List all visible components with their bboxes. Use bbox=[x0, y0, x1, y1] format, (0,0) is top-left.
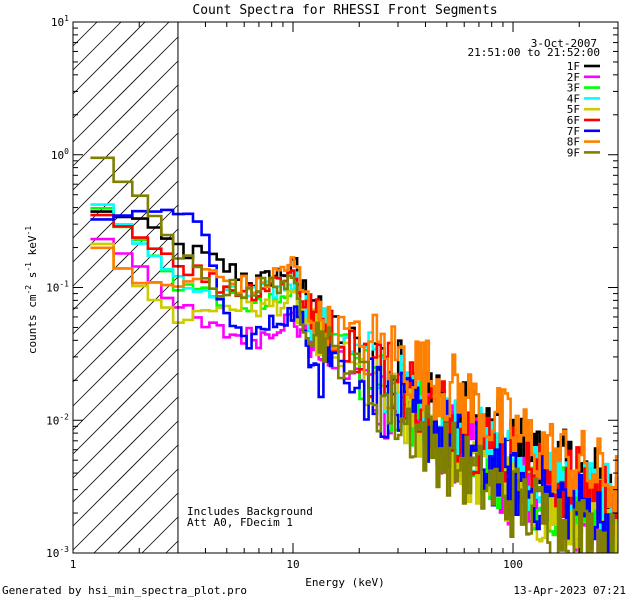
legend-label-3F: 3F bbox=[567, 82, 580, 95]
y-axis-label: counts cm-2 s-1 keV-1 bbox=[24, 226, 39, 354]
axis-ticks bbox=[72, 22, 619, 554]
hatch-line bbox=[72, 84, 179, 191]
hatch-line bbox=[72, 300, 179, 407]
hatch-line bbox=[72, 180, 179, 287]
legend-label-8F: 8F bbox=[567, 136, 580, 149]
legend-label-6F: 6F bbox=[567, 114, 580, 127]
hatch-line bbox=[117, 492, 179, 554]
y-tick-label: 101 bbox=[51, 14, 69, 29]
hatch-line bbox=[72, 36, 179, 143]
hatch-line bbox=[72, 420, 179, 527]
legend-label-1F: 1F bbox=[567, 60, 580, 73]
hatch-line bbox=[141, 516, 179, 554]
legend-label-2F: 2F bbox=[567, 71, 580, 84]
y-tick-label: 10-3 bbox=[46, 545, 69, 560]
series-layer bbox=[90, 156, 618, 553]
x-axis-label: Energy (keV) bbox=[305, 576, 384, 589]
y-tick-exp: -3 bbox=[59, 545, 69, 554]
hatch-line bbox=[72, 348, 179, 455]
legend-label-7F: 7F bbox=[567, 125, 580, 138]
y-tick-base: 10 bbox=[46, 282, 59, 295]
hatch-line bbox=[72, 21, 170, 119]
y-label-exp-1: -2 bbox=[24, 285, 33, 295]
y-label-exp-3: -1 bbox=[24, 226, 33, 236]
date-label: 3-Oct-2007 bbox=[531, 37, 597, 50]
hatch-line bbox=[72, 21, 146, 95]
y-tick-exp: 1 bbox=[64, 14, 69, 23]
y-tick-exp: -2 bbox=[59, 412, 69, 421]
y-label-part-2: s bbox=[26, 272, 39, 285]
series-7F bbox=[90, 208, 618, 553]
x-tick-label: 1 bbox=[70, 558, 77, 571]
y-tick-exp: 0 bbox=[64, 147, 69, 156]
series-5F bbox=[90, 242, 618, 553]
hatch-line bbox=[93, 468, 179, 554]
generated-by-label: Generated by hsi_min_spectra_plot.pro bbox=[2, 584, 247, 597]
background-annotation: Includes Background bbox=[187, 505, 313, 518]
hatch-line bbox=[72, 228, 179, 335]
series-8F bbox=[90, 246, 618, 513]
time-range-label: 21:51:00 to 21:52:00 bbox=[468, 46, 600, 59]
y-tick-base: 10 bbox=[46, 414, 59, 427]
hatch-line bbox=[165, 540, 179, 554]
legend-label-9F: 9F bbox=[567, 146, 580, 159]
hatch-line bbox=[72, 108, 179, 215]
y-tick-label: 10-1 bbox=[46, 280, 69, 295]
y-label-part-3: keV bbox=[26, 235, 39, 262]
hatch-line bbox=[72, 372, 179, 479]
x-tick-label: 10 bbox=[286, 558, 299, 571]
y-label-exp-2: -1 bbox=[24, 262, 33, 272]
series-9F bbox=[90, 156, 618, 553]
attenuator-annotation: Att A0, FDecim 1 bbox=[187, 516, 293, 529]
hatch-line bbox=[72, 21, 98, 47]
y-tick-label: 10-2 bbox=[46, 412, 69, 427]
series-2F bbox=[90, 237, 618, 553]
x-tick-label: 100 bbox=[503, 558, 523, 571]
created-date-label: 13-Apr-2023 07:21 bbox=[513, 584, 626, 597]
legend-label-4F: 4F bbox=[567, 92, 580, 105]
x-tick-labels: 1 10 100 bbox=[70, 558, 523, 571]
hatch-line bbox=[72, 21, 122, 71]
hatch-line bbox=[72, 60, 179, 167]
y-tick-base: 10 bbox=[51, 16, 64, 29]
hatch-line bbox=[72, 444, 179, 551]
chart-title: Count Spectra for RHESSI Front Segments bbox=[192, 3, 497, 18]
hatch-line bbox=[72, 396, 179, 503]
y-label-part-1: counts cm bbox=[26, 294, 39, 354]
legend-label-5F: 5F bbox=[567, 103, 580, 116]
y-tick-base: 10 bbox=[51, 149, 64, 162]
y-tick-exp: -1 bbox=[59, 280, 69, 289]
hatch-line bbox=[72, 324, 179, 431]
y-tick-label: 100 bbox=[51, 147, 69, 162]
y-tick-base: 10 bbox=[46, 547, 59, 560]
